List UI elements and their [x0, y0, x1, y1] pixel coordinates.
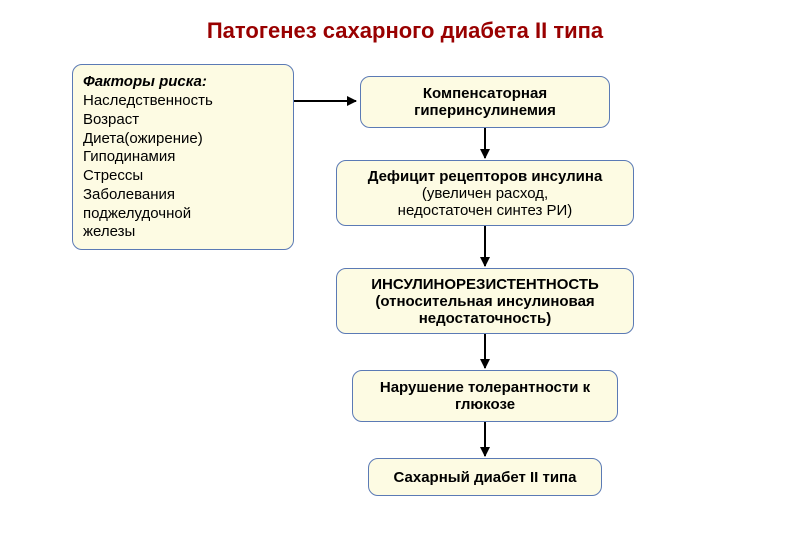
risk-item: Возраст — [83, 111, 283, 130]
arrow-resistance-to-tolerance — [484, 334, 486, 368]
node-line: (увеличен расход, — [422, 185, 548, 202]
risk-item: поджелудочной — [83, 205, 283, 224]
node-line: Дефицит рецепторов инсулина — [368, 168, 603, 185]
arrow-compensatory-to-deficit — [484, 128, 486, 158]
node-diabetes-type2: Сахарный диабет II типа — [368, 458, 602, 496]
diagram-title: Патогенез сахарного диабета II типа — [0, 18, 810, 44]
risk-item: Диета(ожирение) — [83, 130, 283, 149]
node-line: недостаточен синтез РИ) — [398, 202, 573, 219]
risk-item: Наследственность — [83, 92, 283, 111]
node-line: недостаточность) — [419, 310, 552, 327]
node-line: Компенсаторная — [423, 85, 547, 102]
risk-item: Заболевания — [83, 186, 283, 205]
node-line: Нарушение толерантности к — [380, 379, 590, 396]
risk-factors-box: Факторы риска: НаследственностьВозрастДи… — [72, 64, 294, 250]
node-line: гиперинсулинемия — [414, 102, 556, 119]
risk-factors-list: НаследственностьВозрастДиета(ожирение)Ги… — [83, 92, 283, 242]
risk-item: Стрессы — [83, 167, 283, 186]
node-line: Сахарный диабет II типа — [394, 469, 577, 486]
arrow-deficit-to-resistance — [484, 226, 486, 266]
risk-item: Гиподинамия — [83, 148, 283, 167]
node-insulin-resistance: ИНСУЛИНОРЕЗИСТЕНТНОСТЬ(относительная инс… — [336, 268, 634, 334]
node-receptor-deficit: Дефицит рецепторов инсулина(увеличен рас… — [336, 160, 634, 226]
node-line: глюкозе — [455, 396, 515, 413]
risk-item: железы — [83, 223, 283, 242]
arrow-risk-to-compensatory — [294, 100, 356, 102]
node-line: (относительная инсулиновая — [375, 293, 594, 310]
node-line: ИНСУЛИНОРЕЗИСТЕНТНОСТЬ — [371, 276, 599, 293]
node-compensatory: Компенсаторнаягиперинсулинемия — [360, 76, 610, 128]
arrow-tolerance-to-diabetes — [484, 422, 486, 456]
node-glucose-tolerance: Нарушение толерантности кглюкозе — [352, 370, 618, 422]
risk-factors-title: Факторы риска: — [83, 73, 283, 90]
